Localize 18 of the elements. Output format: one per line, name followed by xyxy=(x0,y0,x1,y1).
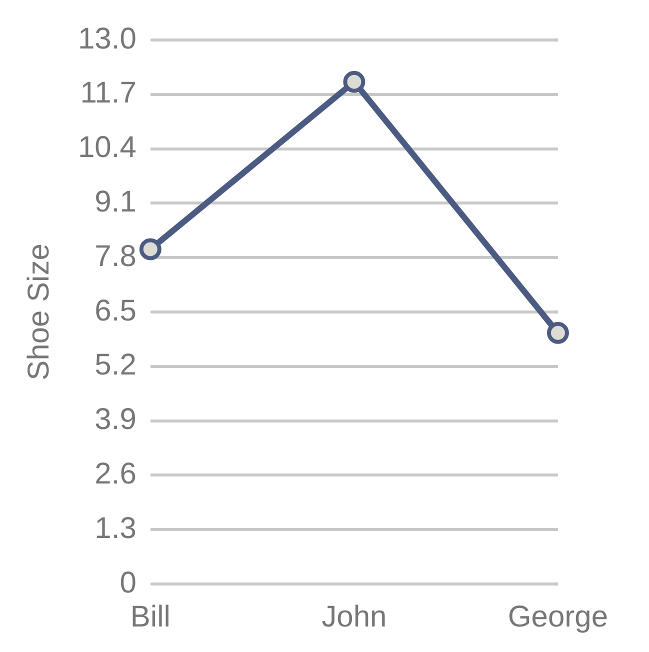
y-tick-label: 6.5 xyxy=(94,294,136,328)
point xyxy=(546,322,569,344)
point xyxy=(139,238,162,260)
y-tick-label: 13.0 xyxy=(78,22,136,56)
x-tick-label: George xyxy=(508,600,608,634)
y-tick-label: 1.3 xyxy=(94,512,136,545)
y-tick-label: 5.2 xyxy=(94,348,136,382)
point xyxy=(343,70,366,93)
y-tick-label: 9.1 xyxy=(94,185,136,218)
y-tick-label: 10.4 xyxy=(78,131,136,164)
y-tick-label: 11.7 xyxy=(80,76,136,110)
x-tick-label: Bill xyxy=(130,600,170,634)
x-tick-label: John xyxy=(322,600,387,634)
y-tick-label: 2.6 xyxy=(94,457,136,490)
y-tick-label: 7.8 xyxy=(94,240,136,273)
y-tick-label: 3.9 xyxy=(94,403,136,436)
y-tick-label: 0 xyxy=(120,566,136,600)
y-axis-title: Shoe Size xyxy=(22,244,56,380)
